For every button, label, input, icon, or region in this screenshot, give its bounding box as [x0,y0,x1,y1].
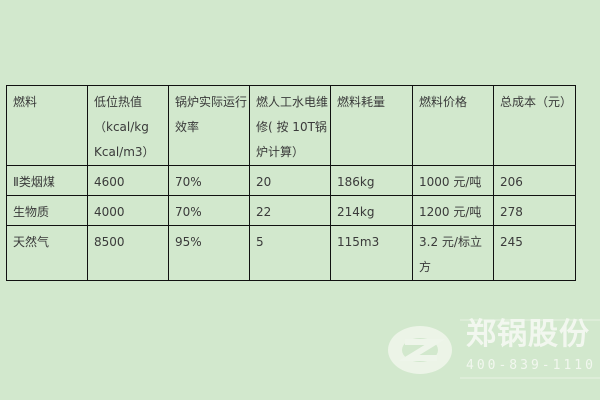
header-cell: 燃料 [6,85,88,166]
table-cell: 95% [168,225,250,281]
table-cell: 1200 元/吨 [412,195,494,226]
watermark-logo-icon [388,319,600,379]
fuel-cost-table: 燃料 低位热值（kcal/kg Kcal/m3） 锅炉实际运行效率 燃人工水电维… [6,85,576,281]
table-cell: 3.2 元/标立方 [412,225,494,281]
table-cell: 20 [249,165,331,196]
table-cell: 1000 元/吨 [412,165,494,196]
table-cell: 278 [493,195,576,226]
table-cell: 70% [168,165,250,196]
table-row: Ⅱ类烟煤 4600 70% 20 186kg 1000 元/吨 206 [6,165,576,196]
table-cell: 206 [493,165,576,196]
table-row: 生物质 4000 70% 22 214kg 1200 元/吨 278 [6,195,576,226]
table-cell: 生物质 [6,195,88,226]
header-cell: 低位热值（kcal/kg Kcal/m3） [87,85,169,166]
table-cell: 214kg [330,195,413,226]
table-cell: 5 [249,225,331,281]
table-cell: 245 [493,225,576,281]
table-cell: 186kg [330,165,413,196]
table-cell: Ⅱ类烟煤 [6,165,88,196]
table-header-row: 燃料 低位热值（kcal/kg Kcal/m3） 锅炉实际运行效率 燃人工水电维… [6,85,576,166]
table-cell: 4000 [87,195,169,226]
table-cell: 8500 [87,225,169,281]
table-row: 天然气 8500 95% 5 115m3 3.2 元/标立方 245 [6,225,576,281]
table-cell: 70% [168,195,250,226]
header-cell: 燃料价格 [412,85,494,166]
table-cell: 4600 [87,165,169,196]
header-cell: 锅炉实际运行效率 [168,85,250,166]
table-cell: 天然气 [6,225,88,281]
header-cell: 燃料耗量 [330,85,413,166]
table-cell: 22 [249,195,331,226]
table-cell: 115m3 [330,225,413,281]
header-cell: 总成本（元） [493,85,576,166]
watermark-brand: 郑锅股份 [466,317,590,352]
header-cell: 燃人工水电维修( 按 10T锅炉计算） [249,85,331,166]
watermark-phone: 400-839-1110 [466,358,596,373]
